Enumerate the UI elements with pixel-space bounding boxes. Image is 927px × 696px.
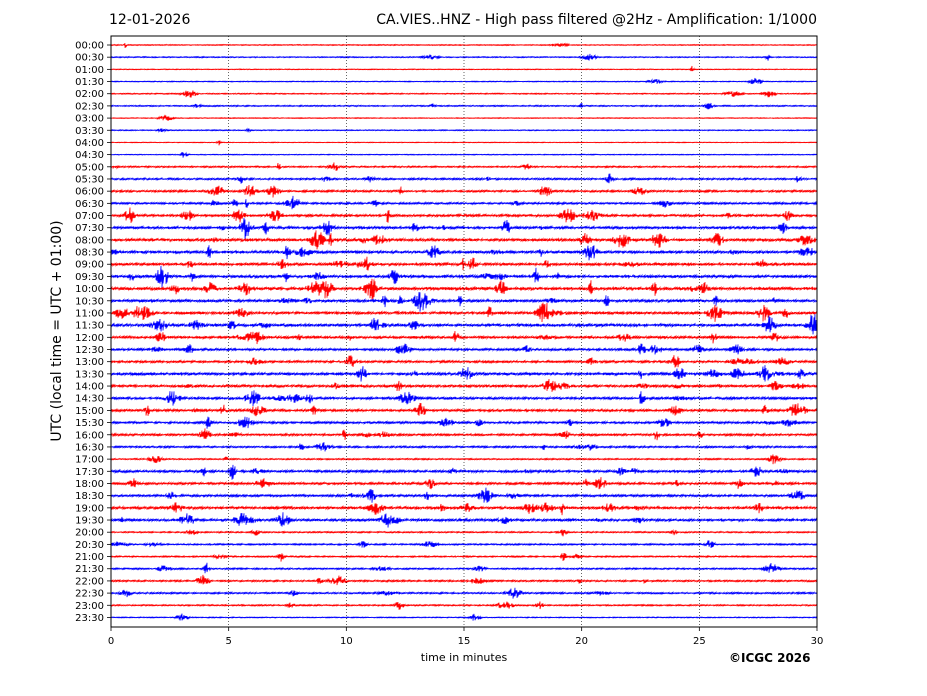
- date-label: 12-01-2026: [109, 12, 191, 28]
- trace-0330: [110, 127, 818, 133]
- y-tick-label: 06:00: [75, 187, 104, 198]
- trace-2330: [110, 613, 818, 621]
- trace-1330: [110, 365, 818, 382]
- y-tick-label: 07:30: [75, 223, 104, 234]
- x-tick-label: 0: [108, 636, 114, 647]
- trace-2300: [110, 601, 818, 610]
- y-tick-label: 06:30: [75, 199, 104, 210]
- copyright-label: ©ICGC 2026: [729, 651, 811, 665]
- trace-0700: [110, 207, 818, 223]
- y-tick-label: 01:00: [75, 65, 104, 76]
- y-tick-label: 23:00: [75, 601, 104, 612]
- y-tick-label: 05:30: [75, 174, 104, 185]
- y-tick-label: 11:30: [75, 321, 104, 332]
- y-tick-label: 18:30: [75, 491, 104, 502]
- y-tick-label: 03:00: [75, 114, 104, 125]
- trace-1600: [110, 428, 818, 441]
- y-tick-label: 20:30: [75, 540, 104, 551]
- y-tick-label: 17:00: [75, 455, 104, 466]
- y-tick-label: 09:00: [75, 260, 104, 271]
- trace-1730: [110, 464, 818, 480]
- y-tick-label: 19:30: [75, 516, 104, 527]
- y-tick-label: 01:30: [75, 77, 104, 88]
- x-tick-label: 30: [811, 636, 824, 647]
- y-tick-label: 12:00: [75, 333, 104, 344]
- trace-0730: [110, 217, 818, 241]
- trace-0400: [110, 140, 818, 146]
- trace-2130: [110, 562, 818, 574]
- y-tick-label: 15:00: [75, 406, 104, 417]
- y-tick-label: 02:30: [75, 101, 104, 112]
- trace-2230: [110, 587, 818, 599]
- trace-1400: [110, 378, 818, 392]
- x-tick-label: 25: [693, 636, 706, 647]
- trace-0630: [110, 195, 818, 210]
- trace-2030: [110, 540, 818, 549]
- y-tick-label: 07:00: [75, 211, 104, 222]
- y-tick-label: 23:30: [75, 613, 104, 624]
- trace-1030: [110, 292, 818, 312]
- y-tick-label: 09:30: [75, 272, 104, 283]
- y-tick-label: 10:00: [75, 284, 104, 295]
- trace-2100: [110, 552, 818, 562]
- y-tick-label: 14:30: [75, 394, 104, 405]
- y-tick-label: 02:00: [75, 89, 104, 100]
- y-tick-label: 03:30: [75, 126, 104, 137]
- trace-0500: [110, 162, 818, 171]
- y-tick-label: 05:00: [75, 162, 104, 173]
- y-tick-label: 19:00: [75, 503, 104, 514]
- y-tick-label: 22:00: [75, 576, 104, 587]
- y-tick-label: 12:30: [75, 345, 104, 356]
- y-tick-label: 10:30: [75, 296, 104, 307]
- y-tick-label: 21:00: [75, 552, 104, 563]
- y-tick-label: 04:00: [75, 138, 104, 149]
- trace-1500: [110, 402, 818, 417]
- x-axis-label: time in minutes: [420, 651, 508, 664]
- y-tick-label: 00:00: [75, 41, 104, 52]
- y-tick-label: 13:30: [75, 369, 104, 380]
- y-tick-label: 17:30: [75, 467, 104, 478]
- plot-frame: [110, 35, 818, 628]
- x-ticks-group: 0 5 10 15 20 25 30: [108, 627, 824, 647]
- y-tick-label: 00:30: [75, 53, 104, 64]
- trace-2200: [110, 574, 818, 586]
- chart-title: CA.VIES..HNZ - High pass filtered @2Hz -…: [376, 12, 817, 28]
- y-tick-label: 15:30: [75, 418, 104, 429]
- x-tick-label: 10: [340, 636, 353, 647]
- trace-1000: [110, 278, 818, 300]
- trace-1300: [110, 355, 818, 368]
- trace-2000: [110, 528, 818, 537]
- y-tick-label: 20:00: [75, 528, 104, 539]
- y-tick-label: 11:00: [75, 308, 104, 319]
- trace-1430: [110, 390, 818, 407]
- trace-0530: [110, 173, 818, 184]
- y-tick-label: 08:30: [75, 248, 104, 259]
- y-tick-label: 16:00: [75, 430, 104, 441]
- y-tick-label: 22:30: [75, 589, 104, 600]
- trace-0430: [110, 151, 818, 158]
- trace-0600: [110, 185, 818, 198]
- y-tick-label: 08:00: [75, 235, 104, 246]
- x-tick-label: 5: [225, 636, 231, 647]
- y-tick-label: 14:00: [75, 382, 104, 393]
- y-tick-label: 16:30: [75, 442, 104, 453]
- y-tick-label: 04:30: [75, 150, 104, 161]
- x-tick-label: 20: [575, 636, 588, 647]
- grid-group: [228, 36, 700, 627]
- trace-1530: [110, 416, 818, 429]
- x-tick-label: 15: [458, 636, 471, 647]
- y-tick-label: 18:00: [75, 479, 104, 490]
- y-tick-label: 13:00: [75, 357, 104, 368]
- y-tick-label: 21:30: [75, 564, 104, 575]
- trace-0030: [110, 53, 818, 61]
- trace-0800: [110, 230, 818, 250]
